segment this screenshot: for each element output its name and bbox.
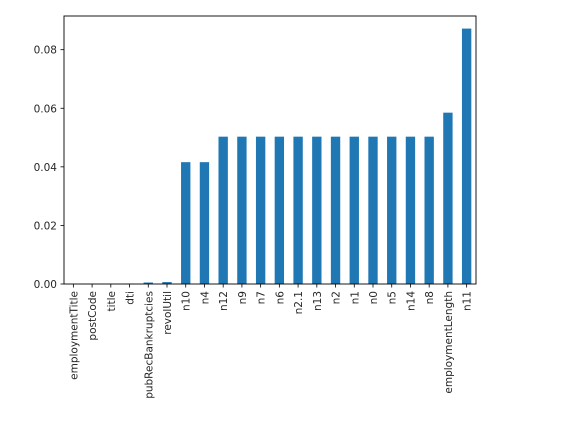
y-axis: 0.00 0.02 0.04 0.06 0.08 (34, 45, 64, 291)
bar-n8 (424, 136, 434, 284)
bar-n9 (237, 136, 247, 284)
plot-frame (63, 15, 477, 285)
x-axis: employmentTitle postCode title dti pubRecBan… (68, 284, 474, 399)
bar-n13 (312, 136, 322, 284)
y-tick-label: 0.04 (34, 162, 58, 174)
x-tick-label: n7 (256, 291, 268, 304)
y-tick-label: 0.08 (34, 45, 57, 57)
x-tick-label: postCode (87, 291, 99, 341)
bar-n11 (461, 28, 472, 285)
x-tick-label: n12 (218, 291, 230, 311)
y-tick-label: 0.00 (34, 279, 57, 291)
y-tick-label: 0.02 (34, 220, 57, 232)
x-tick-label: n5 (387, 291, 399, 304)
x-tick-label: dti (125, 291, 137, 305)
bar-employmentLength (443, 112, 453, 284)
bar-pubRecBankruptcies (143, 282, 153, 284)
x-tick-label: n2 (331, 291, 343, 304)
x-tick-label: n14 (405, 291, 417, 311)
x-tick-label: n6 (274, 291, 286, 305)
bar-n6 (274, 136, 285, 284)
x-tick-label: title (106, 291, 118, 312)
x-tick-label: n4 (199, 291, 211, 305)
bar-n4 (199, 162, 210, 284)
bar-n5 (387, 136, 397, 284)
x-tick-label: pubRecBankruptcies (143, 291, 155, 399)
bar-n7 (255, 136, 266, 284)
x-tick-label: employmentLength (443, 291, 455, 394)
bar-revolUtil (162, 282, 172, 284)
x-tick-label: n8 (424, 291, 436, 304)
bar-n10 (181, 162, 191, 284)
x-tick-label: revolUtil (162, 291, 174, 335)
bars-group (87, 28, 472, 285)
x-tick-label: n1 (349, 291, 361, 304)
x-tick-label: n2.1 (293, 291, 305, 314)
bar-n1 (349, 136, 359, 284)
bar-n0 (368, 136, 378, 284)
x-tick-label: n10 (181, 291, 193, 311)
bar-n2 (330, 136, 341, 284)
bar-n2.1 (293, 136, 303, 284)
bar-n14 (405, 136, 416, 284)
bar-n12 (218, 136, 228, 284)
x-tick-label: n11 (462, 291, 474, 311)
x-tick-label: n0 (368, 291, 380, 304)
x-tick-label: employmentTitle (68, 291, 80, 380)
x-tick-label: n13 (312, 291, 324, 311)
y-tick-label: 0.06 (34, 103, 58, 115)
x-tick-label: n9 (237, 291, 249, 304)
